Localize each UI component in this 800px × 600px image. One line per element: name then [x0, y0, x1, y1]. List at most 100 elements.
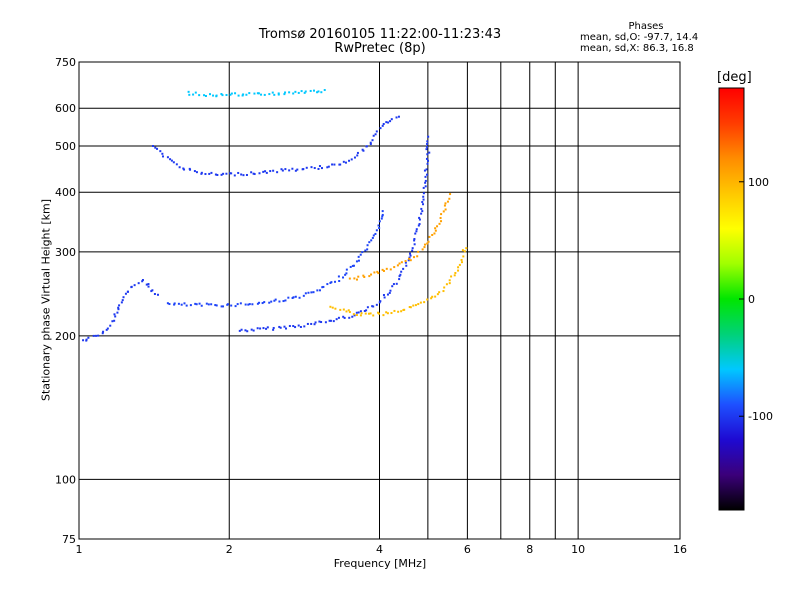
data-point [386, 312, 389, 315]
data-point [380, 217, 383, 220]
data-point [405, 264, 408, 267]
data-point [192, 93, 195, 96]
data-point [229, 93, 232, 96]
data-point [460, 261, 463, 264]
data-point [320, 91, 323, 94]
data-point [415, 230, 418, 233]
x-axis-label: Frequency [MHz] [333, 557, 427, 570]
data-point [351, 315, 354, 318]
data-point [303, 91, 306, 94]
data-point [381, 268, 384, 271]
data-point [200, 304, 203, 307]
data-point [407, 259, 410, 262]
data-point [382, 269, 385, 272]
data-point [250, 171, 253, 174]
colorbar-tick-label: -100 [748, 410, 773, 423]
data-point [168, 303, 171, 306]
data-point [87, 336, 90, 339]
data-point [422, 198, 425, 201]
colorbar-ticks: 100 0 -100 [739, 176, 773, 423]
data-point [120, 301, 123, 304]
data-point [372, 234, 375, 237]
data-point [220, 305, 223, 308]
data-point [222, 172, 225, 175]
data-point [371, 305, 374, 308]
data-point [423, 301, 426, 304]
data-point [413, 256, 416, 259]
data-point [373, 271, 376, 274]
data-point [332, 320, 335, 323]
data-point [225, 172, 228, 175]
data-point [372, 305, 375, 308]
data-point [385, 121, 388, 124]
y-axis-ticks: 75 100 200 300 400 500 600 750 [55, 56, 76, 546]
data-point [166, 302, 169, 305]
data-point [237, 94, 240, 97]
data-point [400, 261, 403, 264]
data-point [182, 167, 185, 170]
data-point [385, 267, 388, 270]
data-point [372, 314, 375, 317]
data-point [422, 203, 425, 206]
data-point [408, 306, 411, 309]
data-point [355, 260, 358, 263]
data-point [423, 246, 426, 249]
data-point [356, 151, 359, 154]
data-point [418, 223, 421, 226]
data-point [230, 304, 233, 307]
data-point [396, 264, 399, 267]
data-point [448, 279, 451, 282]
data-point [359, 253, 362, 256]
data-point [303, 325, 306, 328]
colorbar-tick-label: 100 [748, 176, 769, 189]
data-point [461, 249, 464, 252]
data-point [258, 172, 261, 175]
data-point [438, 291, 441, 294]
data-point [417, 303, 420, 306]
data-point [424, 181, 427, 184]
data-point [113, 313, 116, 316]
y-tick-label: 100 [55, 473, 76, 486]
data-point [430, 297, 433, 300]
data-point [156, 147, 159, 150]
colorbar-label: [deg] [717, 70, 752, 85]
data-point [413, 243, 416, 246]
data-point [252, 172, 255, 175]
data-point [252, 329, 255, 332]
data-point [258, 301, 261, 304]
data-point [260, 93, 263, 96]
data-point [151, 289, 154, 292]
data-point [329, 305, 332, 308]
data-point [460, 258, 463, 261]
data-point [216, 173, 219, 176]
data-point [268, 301, 271, 304]
data-point [379, 127, 382, 130]
data-point [173, 302, 176, 305]
data-point [389, 289, 392, 292]
y-tick-label: 750 [55, 56, 76, 69]
data-point [393, 309, 396, 312]
data-point [417, 224, 420, 227]
x-tick-label: 4 [376, 543, 383, 556]
data-point [424, 179, 427, 182]
x-axis-ticks: 1 2 4 6 8 10 16 [76, 543, 688, 556]
data-point [416, 255, 419, 258]
data-point [421, 248, 424, 251]
data-point [368, 275, 371, 278]
data-point [265, 327, 268, 330]
data-point [234, 305, 237, 308]
data-point [203, 94, 206, 97]
data-point [445, 283, 448, 286]
data-point [297, 91, 300, 94]
data-point [458, 263, 461, 266]
data-point [306, 322, 309, 325]
data-point [156, 293, 159, 296]
x-tick-label: 16 [673, 543, 687, 556]
data-point [375, 303, 378, 306]
data-point [431, 295, 434, 298]
data-point [274, 298, 277, 301]
data-point [352, 264, 355, 267]
data-point [364, 249, 367, 252]
data-point [126, 290, 129, 293]
data-point [294, 169, 297, 172]
